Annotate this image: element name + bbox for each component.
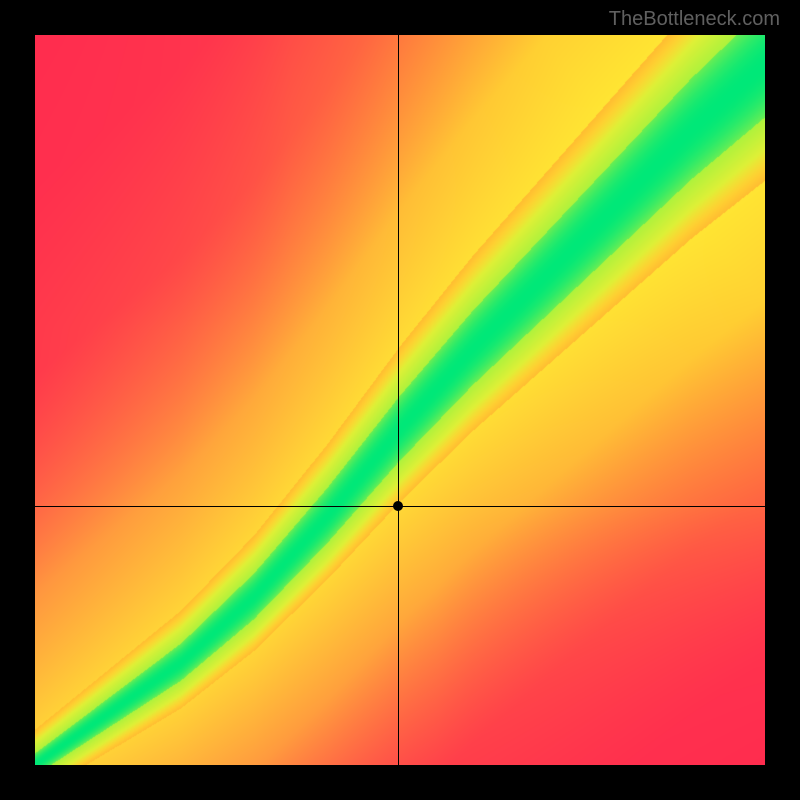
- bottleneck-heatmap: [35, 35, 765, 765]
- crosshair-marker: [393, 501, 403, 511]
- watermark-text: TheBottleneck.com: [609, 8, 780, 31]
- crosshair-vertical: [398, 35, 399, 765]
- plot-area: [35, 35, 765, 765]
